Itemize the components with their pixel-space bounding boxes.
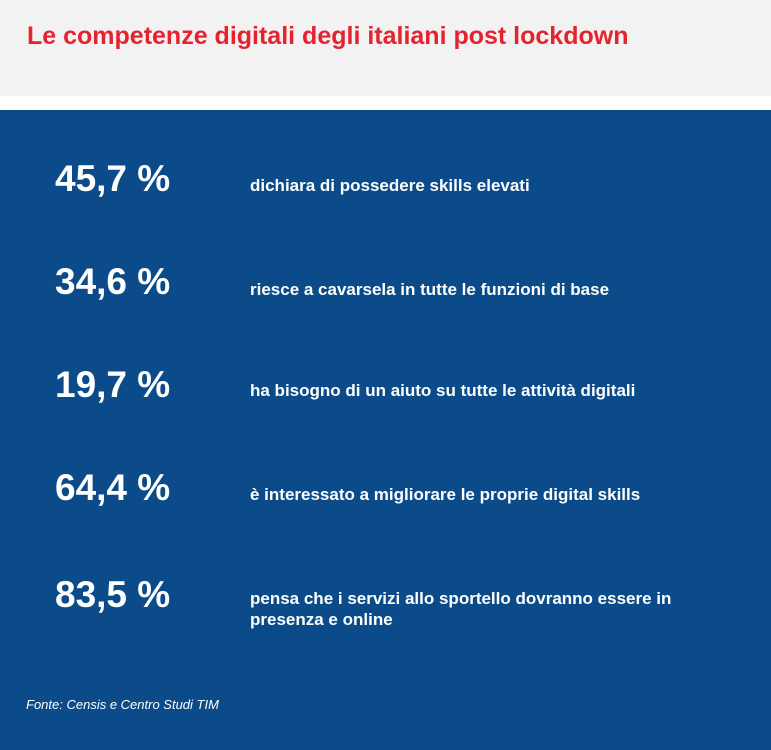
stat-description: dichiara di possedere skills elevati [250, 176, 530, 195]
page-title: Le competenze digitali degli italiani po… [27, 22, 629, 50]
stat-description: è interessato a migliorare le proprie di… [250, 485, 641, 504]
header-bar: Le competenze digitali degli italiani po… [0, 0, 771, 96]
stat-description: ha bisogno di un aiuto su tutte le attiv… [250, 381, 636, 400]
stats-panel [0, 110, 771, 750]
stat-description: pensa che i servizi allo sportello dovra… [250, 589, 672, 629]
stat-value: 83,5 % [55, 574, 171, 615]
stat-value: 34,6 % [55, 261, 171, 302]
stat-value: 64,4 % [55, 467, 171, 508]
stat-description: riesce a cavarsela in tutte le funzioni … [250, 280, 610, 299]
header-divider [0, 96, 771, 110]
stat-value: 19,7 % [55, 364, 171, 405]
source-note: Fonte: Censis e Centro Studi TIM [26, 697, 219, 712]
stat-value: 45,7 % [55, 158, 171, 199]
